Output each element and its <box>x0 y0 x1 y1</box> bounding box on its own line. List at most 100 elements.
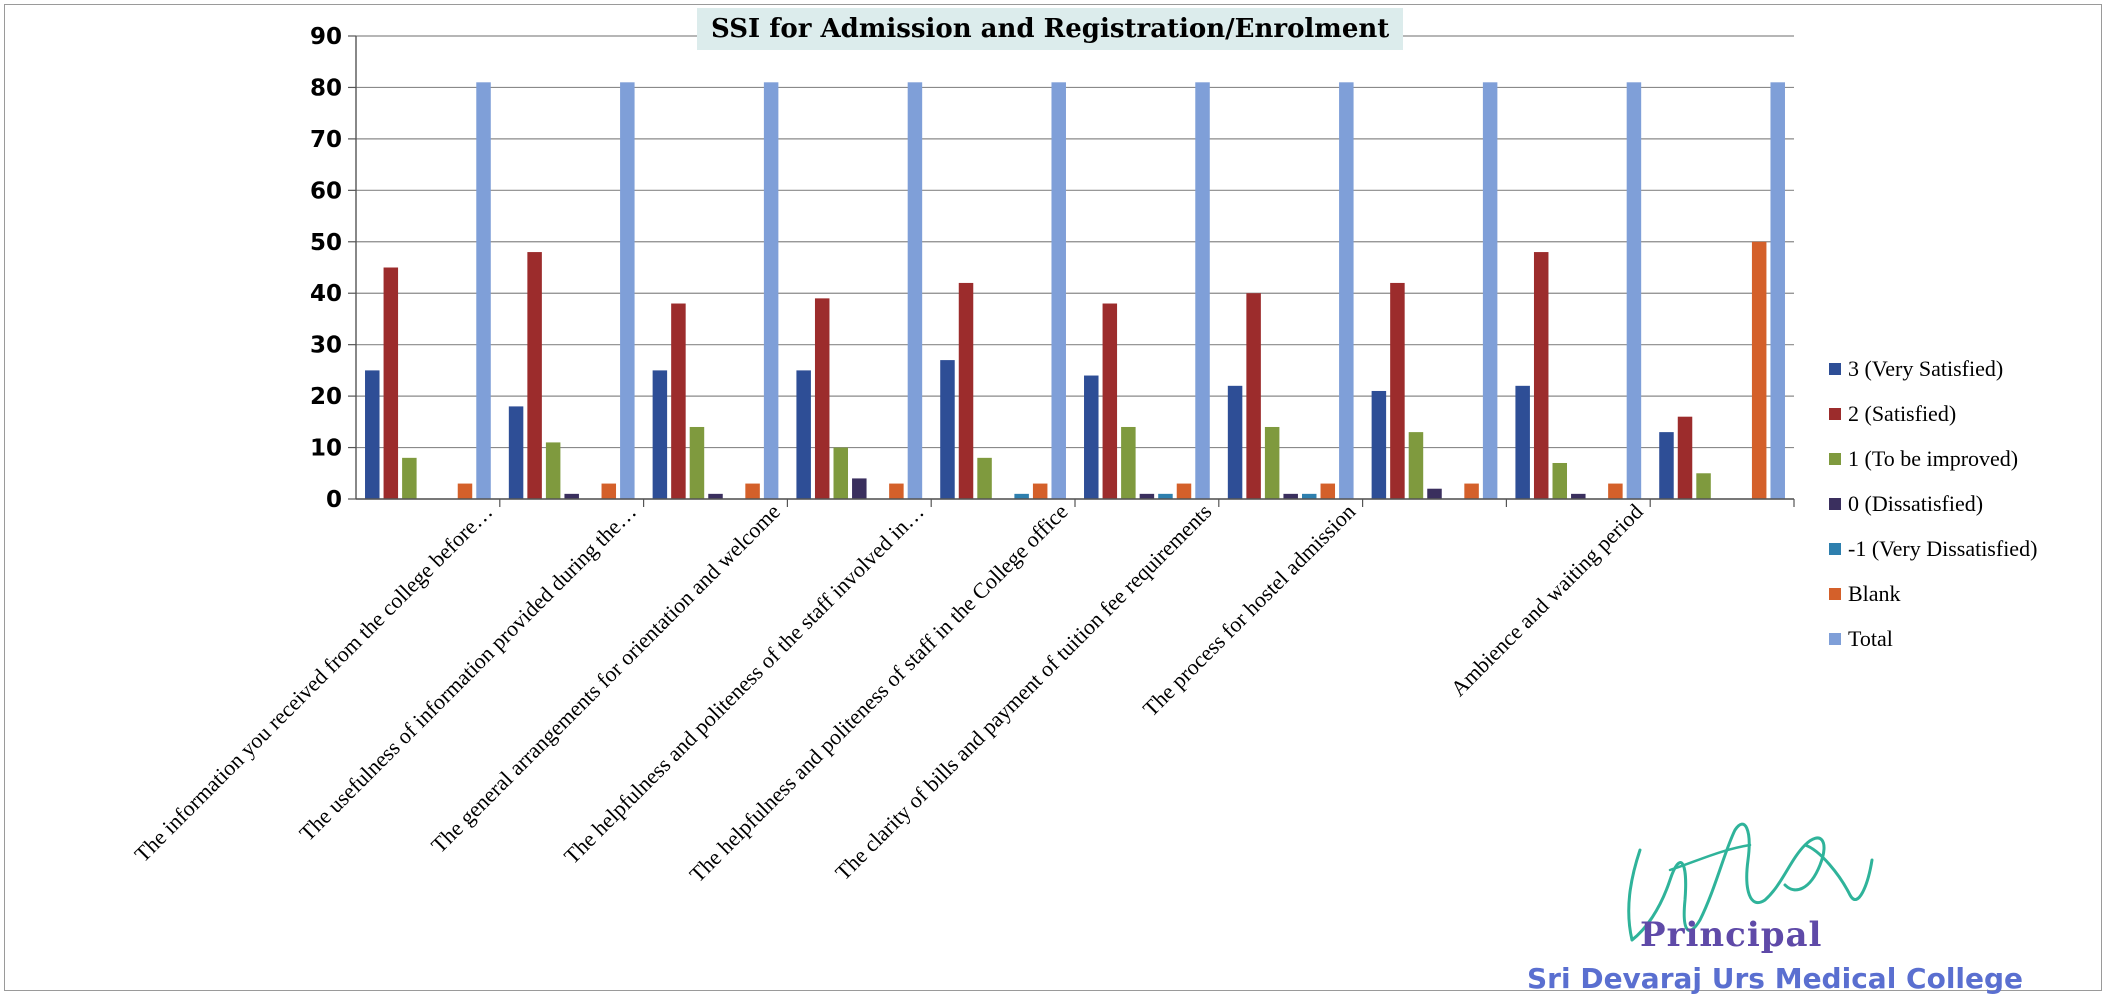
bar <box>1408 432 1424 499</box>
y-tick-label: 80 <box>310 75 342 101</box>
bar <box>1158 493 1173 499</box>
legend-label: Total <box>1848 625 1893 651</box>
legend-label: -1 (Very Dissatisfied) <box>1848 535 2038 561</box>
bar <box>977 457 992 499</box>
bar <box>1515 385 1530 499</box>
bar <box>1770 82 1785 500</box>
bar <box>814 298 830 499</box>
bar <box>1464 483 1479 499</box>
bar <box>958 282 974 499</box>
chart-frame <box>4 4 2102 991</box>
bar <box>1121 426 1136 499</box>
bar <box>564 493 579 499</box>
bar <box>1246 293 1261 499</box>
bar <box>1102 303 1118 499</box>
bar <box>652 370 668 499</box>
bar <box>402 457 417 499</box>
legend-item: Blank <box>1829 571 2037 616</box>
bar <box>1195 82 1210 500</box>
bar <box>1659 432 1674 499</box>
bar <box>457 483 473 499</box>
bar <box>508 406 524 499</box>
chart-title: SSI for Admission and Registration/Enrol… <box>697 8 1404 50</box>
signature-title: Principal <box>1640 915 1823 955</box>
bar <box>1084 375 1099 499</box>
signature-institution: Sri Devaraj Urs Medical College <box>1527 962 2024 995</box>
legend-label: Blank <box>1848 580 1901 606</box>
y-tick-label: 40 <box>310 281 342 307</box>
y-tick-label: 20 <box>310 384 342 410</box>
bar <box>1371 390 1387 499</box>
bar <box>476 82 491 500</box>
legend-swatch <box>1829 542 1841 555</box>
bar <box>907 82 923 500</box>
bar <box>1608 483 1623 499</box>
bar <box>1051 82 1066 500</box>
legend-item: Total <box>1829 616 2037 661</box>
bar <box>745 483 760 499</box>
y-tick-label: 30 <box>310 333 342 359</box>
legend-label: 0 (Dissatisfied) <box>1848 490 1984 516</box>
bar <box>940 360 955 499</box>
legend-swatch <box>1829 497 1841 510</box>
bar <box>889 483 904 499</box>
chart-legend: 3 (Very Satisfied) 2 (Satisfied) 1 (To be … <box>1829 346 2037 661</box>
y-tick-label: 50 <box>310 230 342 256</box>
legend-swatch <box>1829 362 1841 375</box>
legend-label: 1 (To be improved) <box>1848 445 2019 471</box>
legend-label: 3 (Very Satisfied) <box>1848 355 2004 381</box>
legend-swatch <box>1829 587 1841 600</box>
bar <box>1227 385 1243 499</box>
bar <box>601 483 617 499</box>
bar <box>1320 483 1336 499</box>
y-tick-label: 90 <box>310 24 342 50</box>
legend-swatch <box>1829 632 1841 645</box>
y-tick-label: 10 <box>310 436 342 462</box>
bar <box>671 303 686 499</box>
bar <box>1301 493 1317 499</box>
bar <box>1677 416 1693 499</box>
bar <box>1552 462 1568 499</box>
y-tick-label: 60 <box>310 178 342 204</box>
legend-item: 1 (To be improved) <box>1829 436 2037 481</box>
bar <box>1390 282 1405 499</box>
bar <box>383 267 399 499</box>
bar <box>1176 483 1192 499</box>
legend-item: 0 (Dissatisfied) <box>1829 481 2037 526</box>
bar <box>1339 82 1354 500</box>
legend-swatch <box>1829 407 1841 420</box>
x-category-label: The usefulness of information provided d… <box>294 499 641 846</box>
bar <box>365 370 380 499</box>
bar <box>1696 473 1711 499</box>
bar <box>708 493 723 499</box>
bar <box>1751 241 1767 499</box>
bar <box>1482 82 1498 500</box>
bar <box>1427 488 1442 499</box>
legend-item: -1 (Very Dissatisfied) <box>1829 526 2037 571</box>
bar <box>545 442 561 499</box>
y-tick-label: 70 <box>310 127 342 153</box>
x-category-label: Ambience and waiting period <box>1446 499 1648 701</box>
bar <box>689 426 705 499</box>
bar <box>1032 483 1048 499</box>
bar <box>1139 493 1155 499</box>
legend-item: 2 (Satisfied) <box>1829 391 2037 436</box>
bar <box>1264 426 1280 499</box>
bar <box>1571 493 1586 499</box>
bar <box>763 82 779 500</box>
bar <box>852 478 867 499</box>
bar <box>620 82 635 500</box>
bar <box>796 370 811 499</box>
bar <box>1533 252 1549 499</box>
bar <box>1626 82 1642 500</box>
bar <box>527 252 542 499</box>
bar <box>1014 493 1029 499</box>
bar <box>833 447 849 499</box>
signature-mark <box>1627 822 1874 942</box>
legend-swatch <box>1829 452 1841 465</box>
legend-label: 2 (Satisfied) <box>1848 400 1957 426</box>
legend-item: 3 (Very Satisfied) <box>1829 346 2037 391</box>
y-tick-label: 0 <box>326 487 342 513</box>
